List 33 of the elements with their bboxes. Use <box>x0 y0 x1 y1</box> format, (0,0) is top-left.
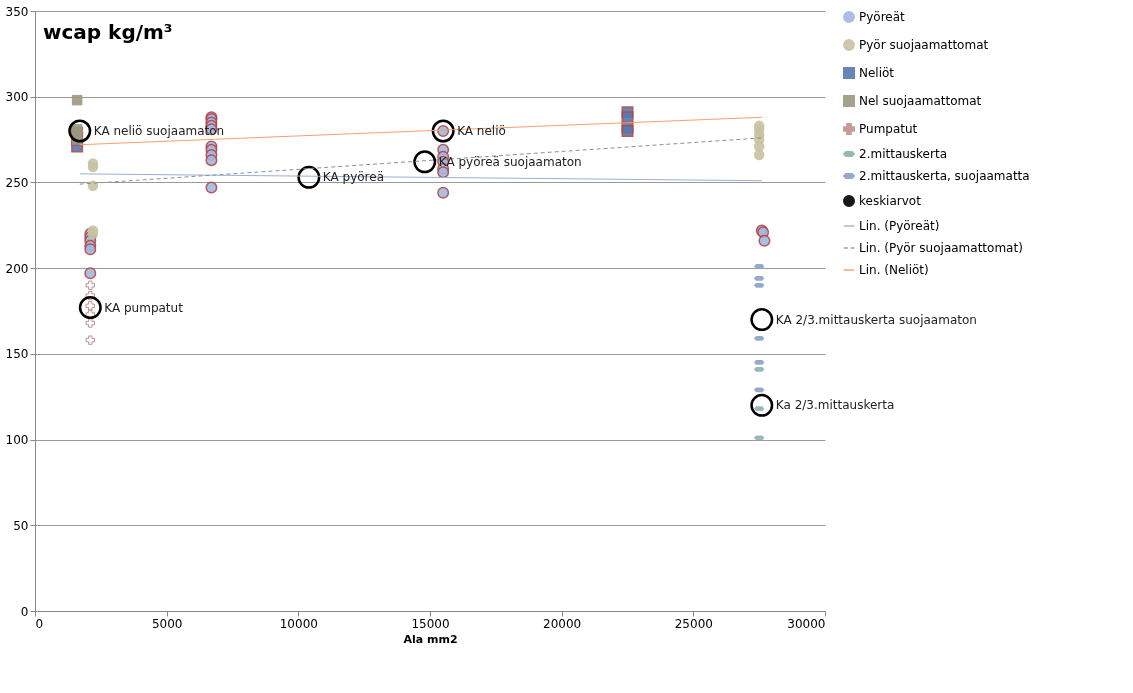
y-tick-label: 0 <box>20 604 29 619</box>
text: wcap kg/m³ <box>43 20 173 44</box>
legend-label: 2.mittauskerta <box>859 147 947 161</box>
y-tick-label: 50 <box>13 518 29 533</box>
y-tick-label: 150 <box>5 347 29 362</box>
x-tick-label: 0 <box>35 616 44 631</box>
y-tick-label: 100 <box>5 433 29 448</box>
legend-label: Lin. (Pyör suojaamattomat) <box>859 241 1023 255</box>
annotation: KA 2/3.mittauskerta suojaamaton <box>775 312 977 327</box>
legend-label: Nel suojaamattomat <box>859 94 982 108</box>
x-tick-label: 10000 <box>279 616 318 631</box>
annotation: KA pumpatut <box>104 300 184 315</box>
legend-label: Lin. (Pyöreät) <box>859 219 940 233</box>
legend-label: 2.mittauskerta, suojaamatta <box>859 169 1030 183</box>
x-tick-label: 15000 <box>411 616 450 631</box>
annotation: KA pyöreä <box>322 170 385 185</box>
x-tick-label: 30000 <box>787 616 826 631</box>
x-axis-title: Ala mm2 <box>403 632 458 646</box>
legend-label: Pyör suojaamattomat <box>859 38 989 52</box>
annotation: KA neliö <box>457 124 506 138</box>
x-tick-label: 20000 <box>543 616 582 631</box>
annotation: Ka 2/3.mittauskerta <box>775 398 895 413</box>
legend-label: Neliöt <box>859 66 895 80</box>
legend-label: Pumpatut <box>859 122 918 136</box>
y-tick-label: 300 <box>5 90 29 105</box>
x-tick-label: 25000 <box>674 616 713 631</box>
legend-label: Lin. (Neliöt) <box>859 263 929 277</box>
y-tick-label: 200 <box>5 261 29 276</box>
legend-label: keskiarvot <box>859 194 922 208</box>
legend-label: Pyöreät <box>859 10 906 24</box>
x-tick-label: 5000 <box>151 616 183 631</box>
y-tick-label: 350 <box>5 4 29 19</box>
y-tick-label: 250 <box>5 175 29 190</box>
